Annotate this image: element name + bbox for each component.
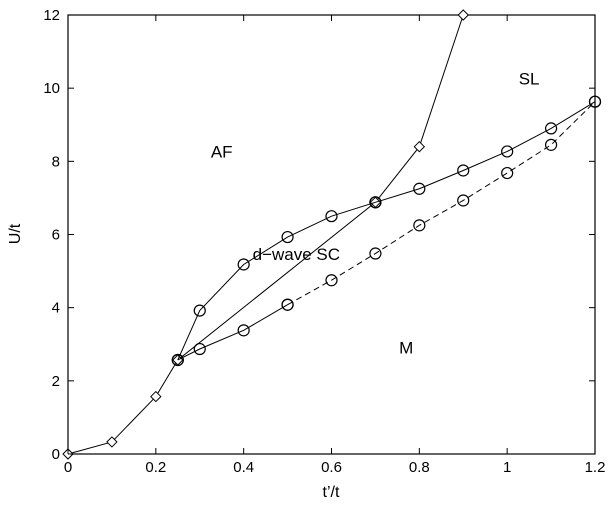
region-label: SL: [519, 70, 540, 89]
y-tick-label: 6: [52, 227, 60, 244]
series-line: [287, 101, 596, 306]
region-label: M: [399, 338, 413, 357]
x-tick-label: 1: [503, 459, 511, 476]
y-tick-label: 10: [43, 80, 60, 97]
circle-marker: [281, 230, 294, 244]
circle-marker: [193, 304, 206, 317]
y-tick-label: 8: [52, 153, 60, 170]
circle-marker: [413, 219, 426, 232]
y-tick-label: 12: [43, 7, 60, 24]
series-line: [177, 201, 376, 361]
circle-marker: [369, 247, 382, 260]
circle-marker: [457, 194, 470, 207]
x-tick-label: 0.6: [321, 459, 342, 476]
y-tick-label: 4: [52, 300, 60, 317]
region-label: d−wave SC: [253, 245, 340, 264]
annotation-layer: AF SL d−wave SC M: [211, 70, 540, 358]
circle-marker: [588, 95, 602, 108]
y-tick-label: 0: [52, 446, 60, 463]
circle-marker: [544, 122, 558, 135]
diamond-marker: [106, 436, 118, 448]
series-line: [67, 14, 464, 455]
series-layer: [62, 9, 602, 460]
tick-layer: 0 0.2 0.4 0.6 0.8 1 1.2 0 2 4 6 8 10 12: [43, 7, 605, 476]
circle-marker: [413, 182, 426, 195]
x-tick-label: 0.8: [409, 459, 430, 476]
diamond-marker: [457, 9, 469, 21]
y-axis-title: U/t: [7, 223, 24, 244]
y-tick-label: 2: [52, 373, 60, 390]
circle-marker: [281, 298, 294, 311]
diamond-marker: [150, 390, 162, 403]
series-line: [375, 101, 596, 203]
series-5: [369, 95, 602, 209]
x-tick-label: 1.2: [585, 459, 606, 476]
circle-marker: [544, 138, 558, 151]
x-axis-title: t’/t: [323, 484, 340, 501]
circle-marker: [325, 274, 338, 287]
circle-marker: [237, 324, 250, 337]
diamond-marker: [413, 140, 426, 153]
circle-marker: [501, 145, 514, 158]
series-4: [281, 95, 602, 311]
x-tick-label: 0: [64, 459, 72, 476]
circle-marker: [457, 164, 470, 177]
x-tick-label: 0.2: [145, 459, 166, 476]
region-label: AF: [211, 143, 233, 162]
series-line: [177, 304, 288, 361]
circle-marker: [237, 258, 250, 271]
circle-marker: [171, 353, 184, 367]
circle-marker: [501, 166, 514, 180]
circle-marker: [193, 342, 206, 356]
plot-frame: [67, 14, 596, 455]
x-tick-label: 0.4: [233, 459, 254, 476]
series-1: [62, 9, 469, 460]
circle-marker: [325, 210, 338, 223]
circle-marker: [369, 196, 382, 209]
